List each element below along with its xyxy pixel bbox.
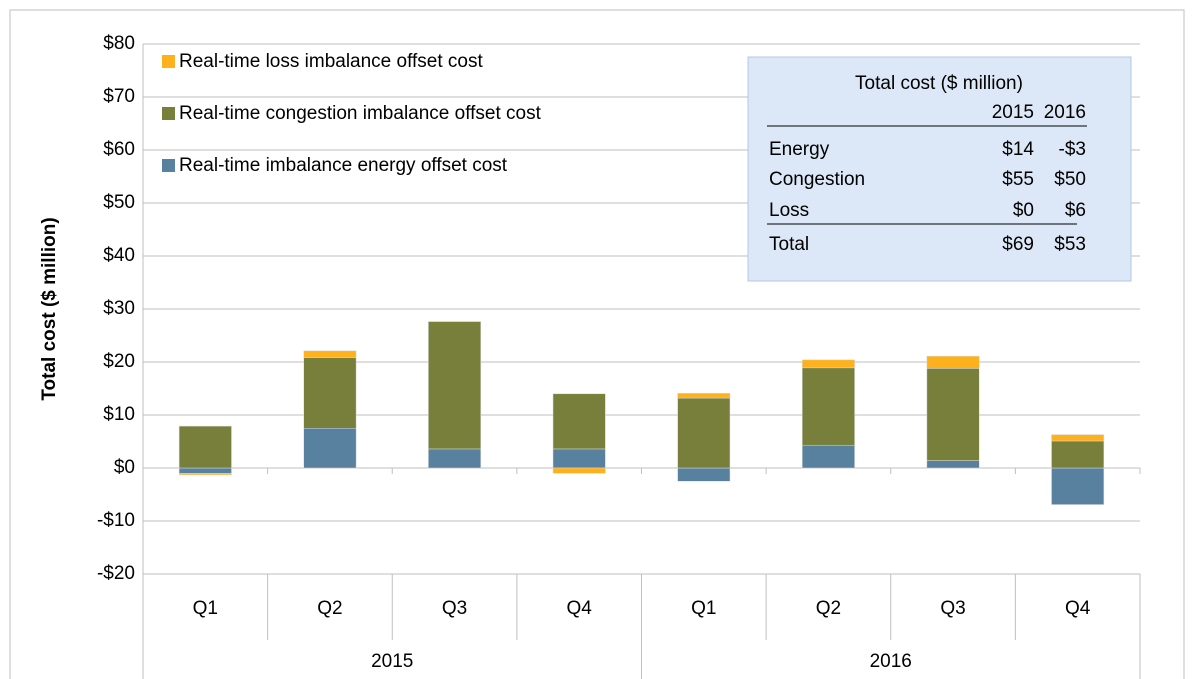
legend-label: Real-time loss imbalance offset cost bbox=[179, 51, 483, 72]
y-tick-label: -$10 bbox=[97, 510, 135, 531]
table-cell: $0 bbox=[1013, 200, 1034, 221]
table-cell: Energy bbox=[769, 139, 830, 160]
table-cell: $14 bbox=[1002, 139, 1034, 160]
table-title: Total cost ($ million) bbox=[855, 73, 1023, 94]
legend-label: Real-time imbalance energy offset cost bbox=[179, 155, 508, 176]
group-label: 2016 bbox=[870, 651, 912, 672]
x-tick-label: Q3 bbox=[442, 598, 467, 619]
bar-segment bbox=[178, 467, 232, 474]
table-cell: Loss bbox=[769, 200, 809, 221]
x-tick-label: Q2 bbox=[816, 598, 841, 619]
bar-segment bbox=[677, 393, 731, 399]
x-tick-label: Q1 bbox=[691, 598, 716, 619]
bar-segment bbox=[178, 473, 232, 476]
chart-frame bbox=[9, 9, 1185, 679]
y-tick-label: $70 bbox=[103, 86, 135, 107]
bar-segment bbox=[1051, 440, 1105, 469]
bar-segment bbox=[552, 393, 606, 450]
bar-segment bbox=[802, 359, 855, 369]
table-cell: $55 bbox=[1002, 169, 1034, 190]
legend-swatch bbox=[162, 159, 175, 172]
bar-segment bbox=[926, 355, 980, 369]
bar-segment bbox=[1051, 467, 1105, 505]
table-cell: $50 bbox=[1054, 169, 1086, 190]
table-cell: -$3 bbox=[1059, 139, 1086, 160]
bar-segment bbox=[178, 425, 232, 469]
legend-swatch bbox=[162, 107, 175, 120]
table-column-header: 2016 bbox=[1044, 102, 1086, 123]
x-tick-label: Q4 bbox=[567, 598, 593, 619]
bar-segment bbox=[677, 467, 731, 482]
bar-segment bbox=[926, 460, 980, 469]
table-column-header: 2015 bbox=[992, 102, 1034, 123]
bar-segment bbox=[552, 448, 606, 469]
bar-segment bbox=[303, 428, 357, 469]
y-tick-label: $40 bbox=[103, 245, 135, 266]
y-tick-label: -$20 bbox=[97, 563, 135, 584]
y-tick-label: $0 bbox=[114, 457, 135, 478]
bar-segment bbox=[677, 397, 731, 469]
y-tick-label: $80 bbox=[103, 33, 135, 54]
table-cell: $53 bbox=[1054, 234, 1086, 255]
table-box bbox=[747, 56, 1132, 282]
x-tick-label: Q3 bbox=[940, 598, 965, 619]
bar-segment bbox=[428, 448, 481, 469]
y-tick-label: $20 bbox=[103, 351, 135, 372]
bar-segment bbox=[802, 444, 855, 469]
bar-segment bbox=[1051, 434, 1105, 442]
bar-segment bbox=[428, 321, 481, 450]
bar-segment bbox=[303, 350, 357, 359]
bar-segment bbox=[802, 367, 855, 446]
x-tick-label: Q2 bbox=[317, 598, 342, 619]
legend-swatch bbox=[162, 55, 175, 68]
table-cell: $6 bbox=[1065, 200, 1086, 221]
y-tick-label: $50 bbox=[103, 192, 135, 213]
bar-segment bbox=[303, 357, 357, 429]
y-axis-label: Total cost ($ million) bbox=[39, 217, 60, 400]
bar-segment bbox=[552, 467, 606, 474]
group-label: 2015 bbox=[371, 651, 413, 672]
bar-segment bbox=[926, 368, 980, 461]
x-tick-label: Q4 bbox=[1065, 598, 1091, 619]
y-tick-label: $10 bbox=[103, 404, 135, 425]
y-tick-label: $60 bbox=[103, 139, 135, 160]
table-cell: $69 bbox=[1002, 234, 1034, 255]
bar-segment bbox=[428, 320, 481, 322]
table-cell: Total bbox=[769, 234, 809, 255]
y-tick-label: $30 bbox=[103, 298, 135, 319]
x-tick-label: Q1 bbox=[193, 598, 218, 619]
legend-label: Real-time congestion imbalance offset co… bbox=[179, 103, 542, 124]
table-cell: Congestion bbox=[769, 169, 865, 190]
